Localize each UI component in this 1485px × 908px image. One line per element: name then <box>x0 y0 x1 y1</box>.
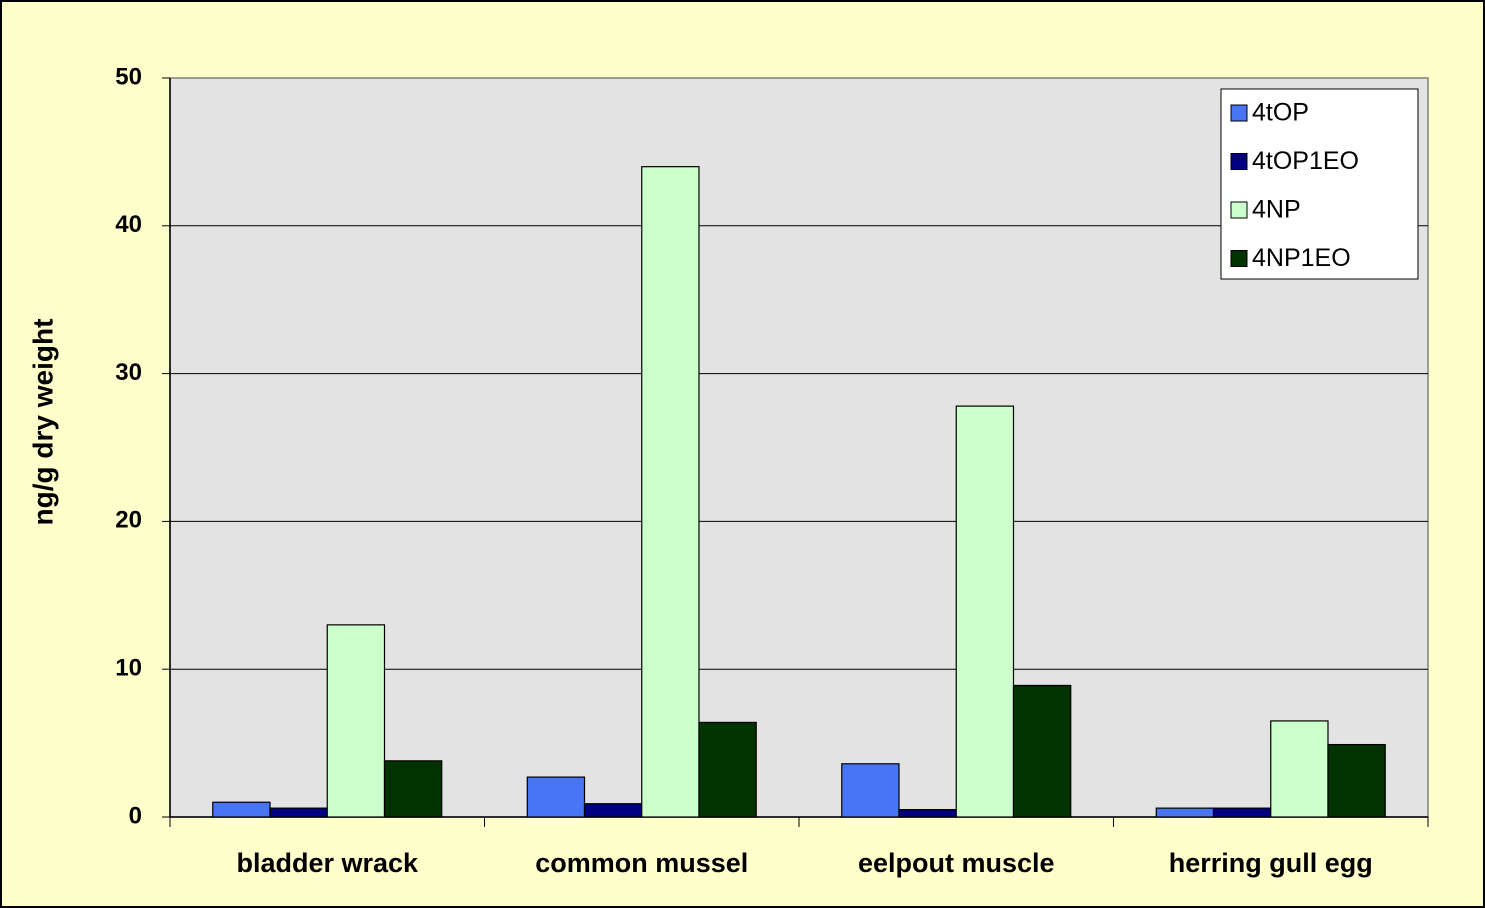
bar <box>583 803 643 818</box>
bar <box>383 760 443 818</box>
bar <box>1212 807 1272 818</box>
bar <box>1270 720 1329 818</box>
y-axis-label: ng/g dry weight <box>27 319 58 526</box>
bar <box>698 721 757 818</box>
bar <box>898 809 957 818</box>
y-tick-label: 50 <box>115 63 142 90</box>
y-tick-label: 20 <box>115 507 142 534</box>
bar <box>526 776 586 818</box>
bar <box>212 801 271 818</box>
legend-swatch <box>1230 250 1248 267</box>
legend-swatch <box>1230 201 1248 219</box>
legend-label: 4NP <box>1252 196 1301 224</box>
bar <box>326 624 386 818</box>
legend-label: 4tOP1EO <box>1252 147 1359 175</box>
bar <box>1327 743 1386 818</box>
x-tick-label: bladder wrack <box>236 848 419 878</box>
x-tick-label: common mussel <box>535 848 748 878</box>
legend-box <box>1220 88 1419 280</box>
bar <box>841 763 900 818</box>
legend-swatch <box>1230 153 1248 170</box>
y-tick-label: 10 <box>115 655 142 682</box>
legend-label: 4tOP <box>1252 99 1309 127</box>
y-tick-label: 30 <box>115 359 142 386</box>
bar <box>269 807 328 818</box>
legend-label: 4NP1EO <box>1252 244 1351 272</box>
bar <box>955 405 1015 818</box>
x-tick-label: herring gull egg <box>1169 848 1373 878</box>
y-tick-label: 0 <box>129 802 142 829</box>
x-tick-label: eelpout muscle <box>858 848 1055 878</box>
bar <box>1012 684 1072 818</box>
legend-swatch <box>1230 104 1248 122</box>
bar <box>641 166 700 818</box>
y-tick-label: 40 <box>115 211 142 238</box>
bar <box>1155 807 1215 818</box>
